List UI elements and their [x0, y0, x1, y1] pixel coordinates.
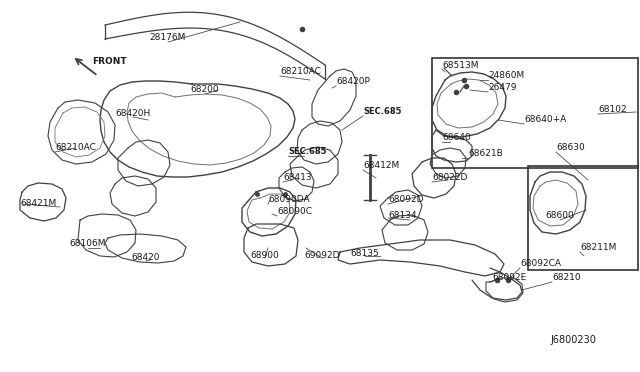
Text: FRONT: FRONT — [92, 58, 127, 67]
Text: 68200: 68200 — [191, 86, 220, 94]
Text: 68513M: 68513M — [442, 61, 479, 70]
Text: 68640+A: 68640+A — [524, 115, 566, 125]
Text: 68092E: 68092E — [492, 273, 526, 282]
Text: 68420: 68420 — [132, 253, 160, 263]
Text: 68640: 68640 — [442, 134, 470, 142]
Bar — [528, 166, 638, 270]
Text: 68630: 68630 — [556, 144, 585, 153]
Text: 68210AC: 68210AC — [280, 67, 321, 77]
Text: 68092D: 68092D — [388, 196, 424, 205]
Text: 24860M: 24860M — [488, 71, 524, 80]
Text: 26479: 26479 — [488, 83, 516, 93]
Text: 68090C: 68090C — [277, 208, 312, 217]
Text: 68022D: 68022D — [432, 173, 467, 183]
Text: 68420H: 68420H — [115, 109, 150, 118]
Text: SEC.685: SEC.685 — [288, 148, 326, 157]
Text: 68106M: 68106M — [70, 240, 106, 248]
Text: 68135: 68135 — [351, 250, 380, 259]
Text: 68102: 68102 — [598, 106, 627, 115]
Text: 68621B: 68621B — [468, 150, 503, 158]
Text: 68211M: 68211M — [580, 244, 616, 253]
Text: 68210AC: 68210AC — [55, 144, 96, 153]
Text: J6800230: J6800230 — [550, 335, 596, 345]
Text: SEC.685: SEC.685 — [363, 108, 401, 116]
Text: 68600: 68600 — [546, 212, 574, 221]
Text: 28176M: 28176M — [150, 33, 186, 42]
Text: 68413: 68413 — [283, 173, 312, 183]
Text: 68900: 68900 — [251, 251, 280, 260]
Text: 69092D: 69092D — [304, 251, 340, 260]
Text: 68134: 68134 — [388, 212, 417, 221]
Text: 68092CA: 68092CA — [520, 260, 561, 269]
Text: 68421M: 68421M — [20, 199, 56, 208]
Text: 68412M: 68412M — [363, 161, 399, 170]
Text: 68420P: 68420P — [336, 77, 370, 87]
Text: 68210: 68210 — [552, 273, 580, 282]
Text: 68090DA: 68090DA — [268, 196, 310, 205]
Bar — [432, 58, 638, 168]
